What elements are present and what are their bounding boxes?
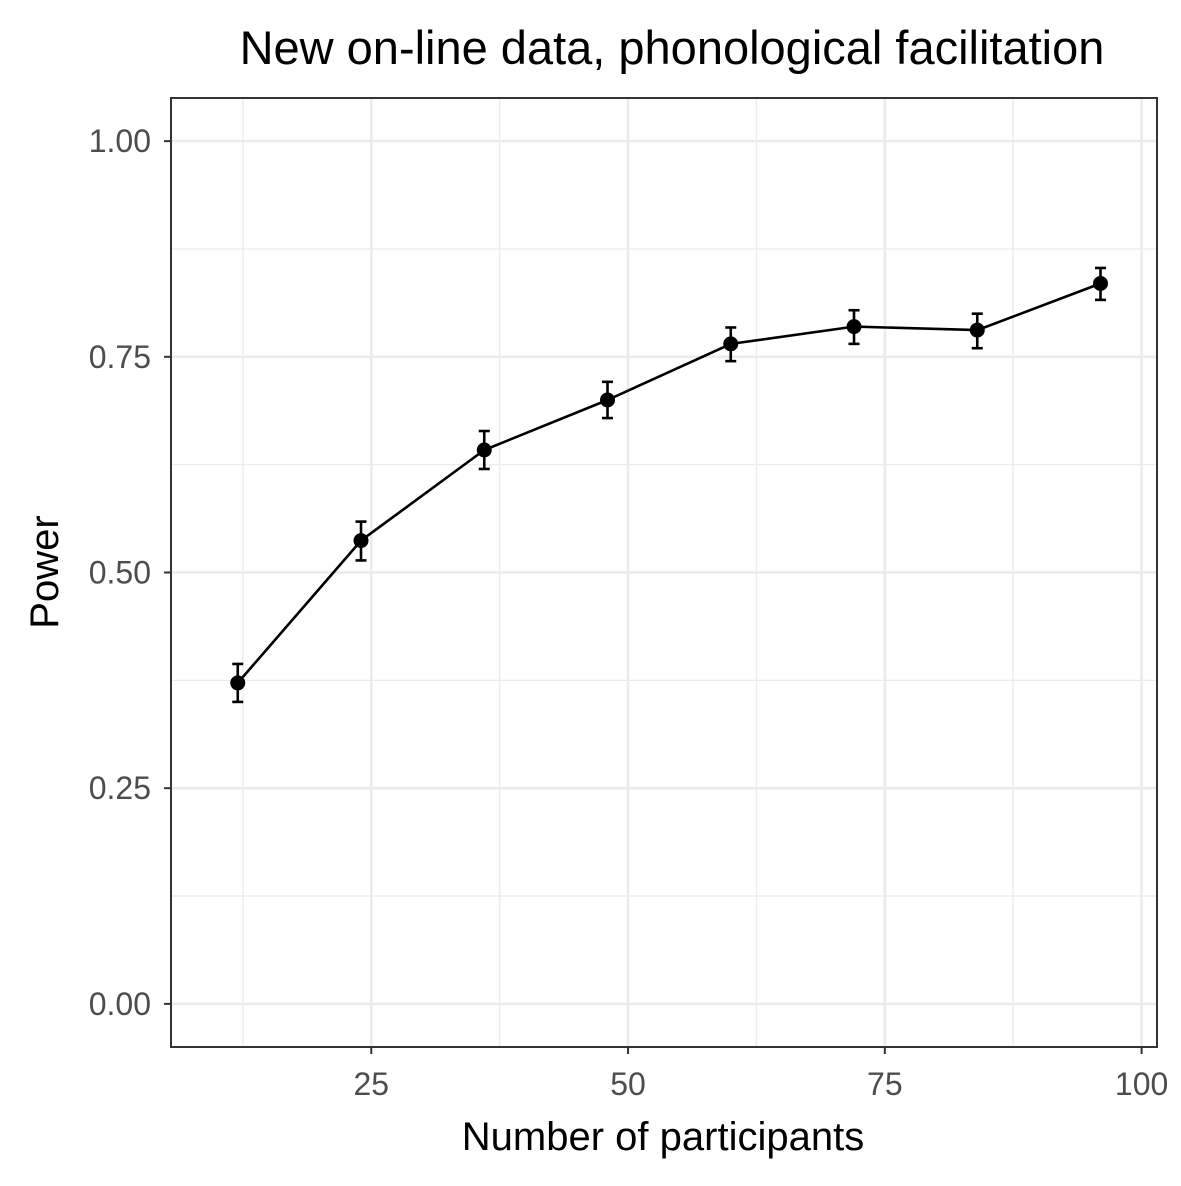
- axis-layer: 25 50 75 100 0.00 0.25 0.50 0.75 1.00: [89, 123, 1169, 1102]
- chart-title: New on-line data, phonological facilitat…: [240, 21, 1105, 74]
- data-point: [1093, 275, 1109, 291]
- y-tick-label: 0.25: [89, 770, 151, 806]
- data-point: [723, 336, 739, 352]
- y-tick-label: 0.75: [89, 339, 151, 375]
- grid-layer: [171, 98, 1157, 1047]
- x-tick-label: 25: [353, 1066, 389, 1102]
- x-tick-label: 50: [610, 1066, 646, 1102]
- y-axis-title: Power: [23, 515, 67, 628]
- x-tick-label: 75: [867, 1066, 903, 1102]
- y-tick-label: 1.00: [89, 123, 151, 159]
- data-point: [969, 322, 985, 338]
- data-point: [600, 392, 616, 408]
- x-tick-label: 100: [1115, 1066, 1168, 1102]
- data-point: [230, 675, 246, 691]
- y-tick-label: 0.00: [89, 986, 151, 1022]
- x-axis-title: Number of participants: [462, 1115, 864, 1159]
- data-layer: [230, 266, 1109, 704]
- data-point: [846, 319, 862, 335]
- series-line: [236, 282, 1101, 684]
- data-point: [476, 442, 492, 458]
- y-tick-label: 0.50: [89, 555, 151, 591]
- data-point: [353, 533, 369, 549]
